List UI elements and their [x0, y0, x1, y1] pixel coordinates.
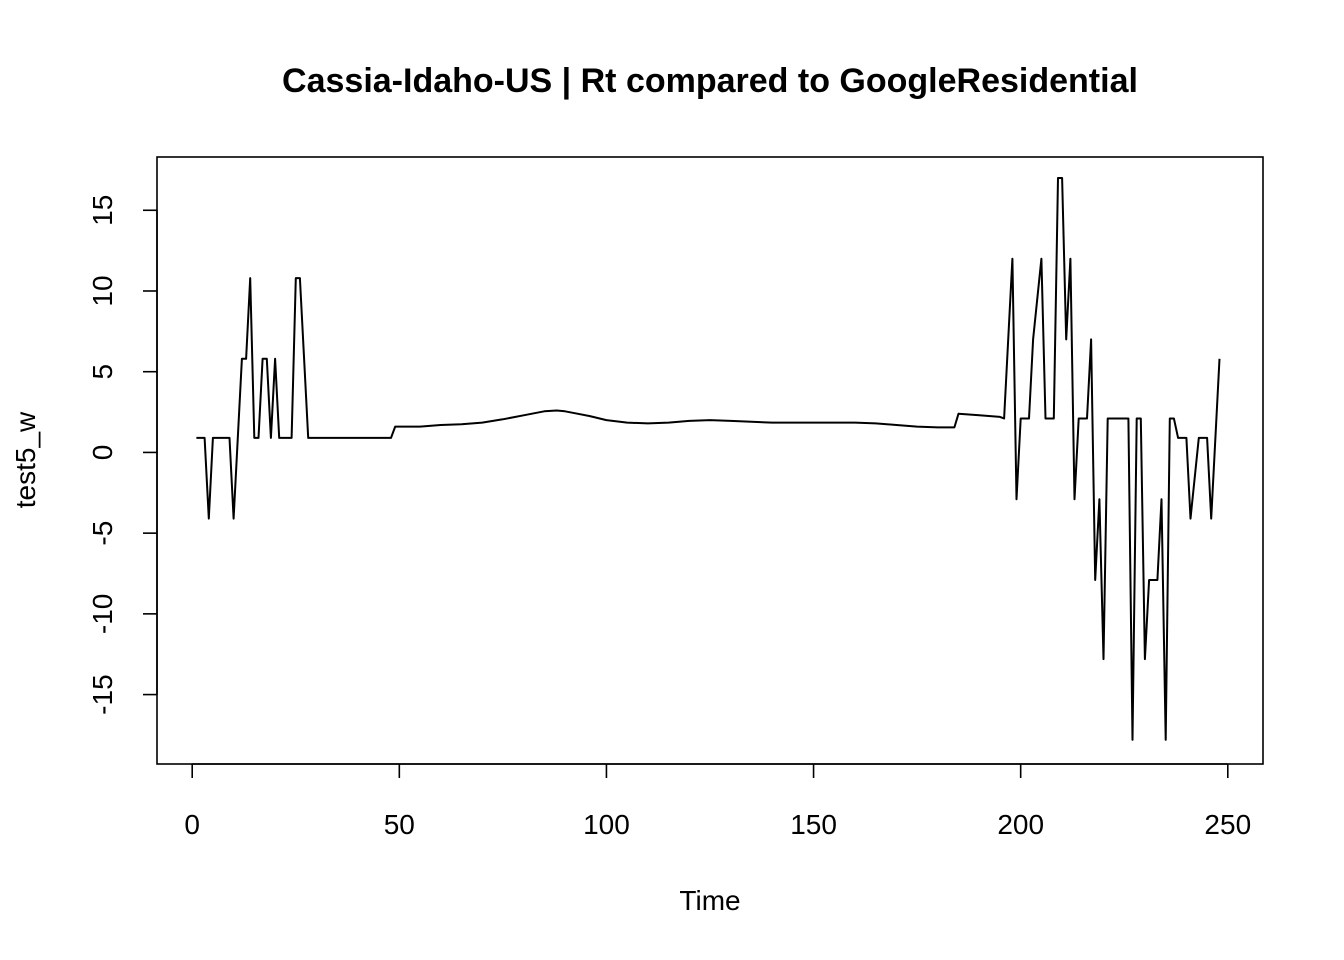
x-tick-label: 150: [790, 809, 837, 840]
y-tick-label: 10: [87, 275, 118, 306]
x-axis-label: Time: [679, 885, 740, 916]
chart-title: Cassia-Idaho-US | Rt compared to GoogleR…: [282, 62, 1138, 100]
x-tick-label: 100: [583, 809, 630, 840]
y-axis: -15 -10 -5 0 5 10 15: [87, 195, 158, 715]
y-tick-label: -10: [87, 594, 118, 634]
x-axis: 0 50 100 150 200 250: [184, 763, 1251, 840]
y-tick-label: 5: [87, 364, 118, 380]
y-tick-label: -5: [87, 521, 118, 546]
y-tick-label: 15: [87, 195, 118, 226]
plot-frame: [156, 156, 1264, 765]
x-tick-label: 200: [997, 809, 1044, 840]
series-line: [196, 177, 1221, 741]
x-tick-label: 50: [384, 809, 415, 840]
x-tick-label: 250: [1204, 809, 1251, 840]
x-tick-label: 0: [184, 809, 200, 840]
y-tick-label: 0: [87, 445, 118, 461]
y-axis-label: test5_w: [10, 411, 41, 508]
y-tick-label: -15: [87, 674, 118, 714]
